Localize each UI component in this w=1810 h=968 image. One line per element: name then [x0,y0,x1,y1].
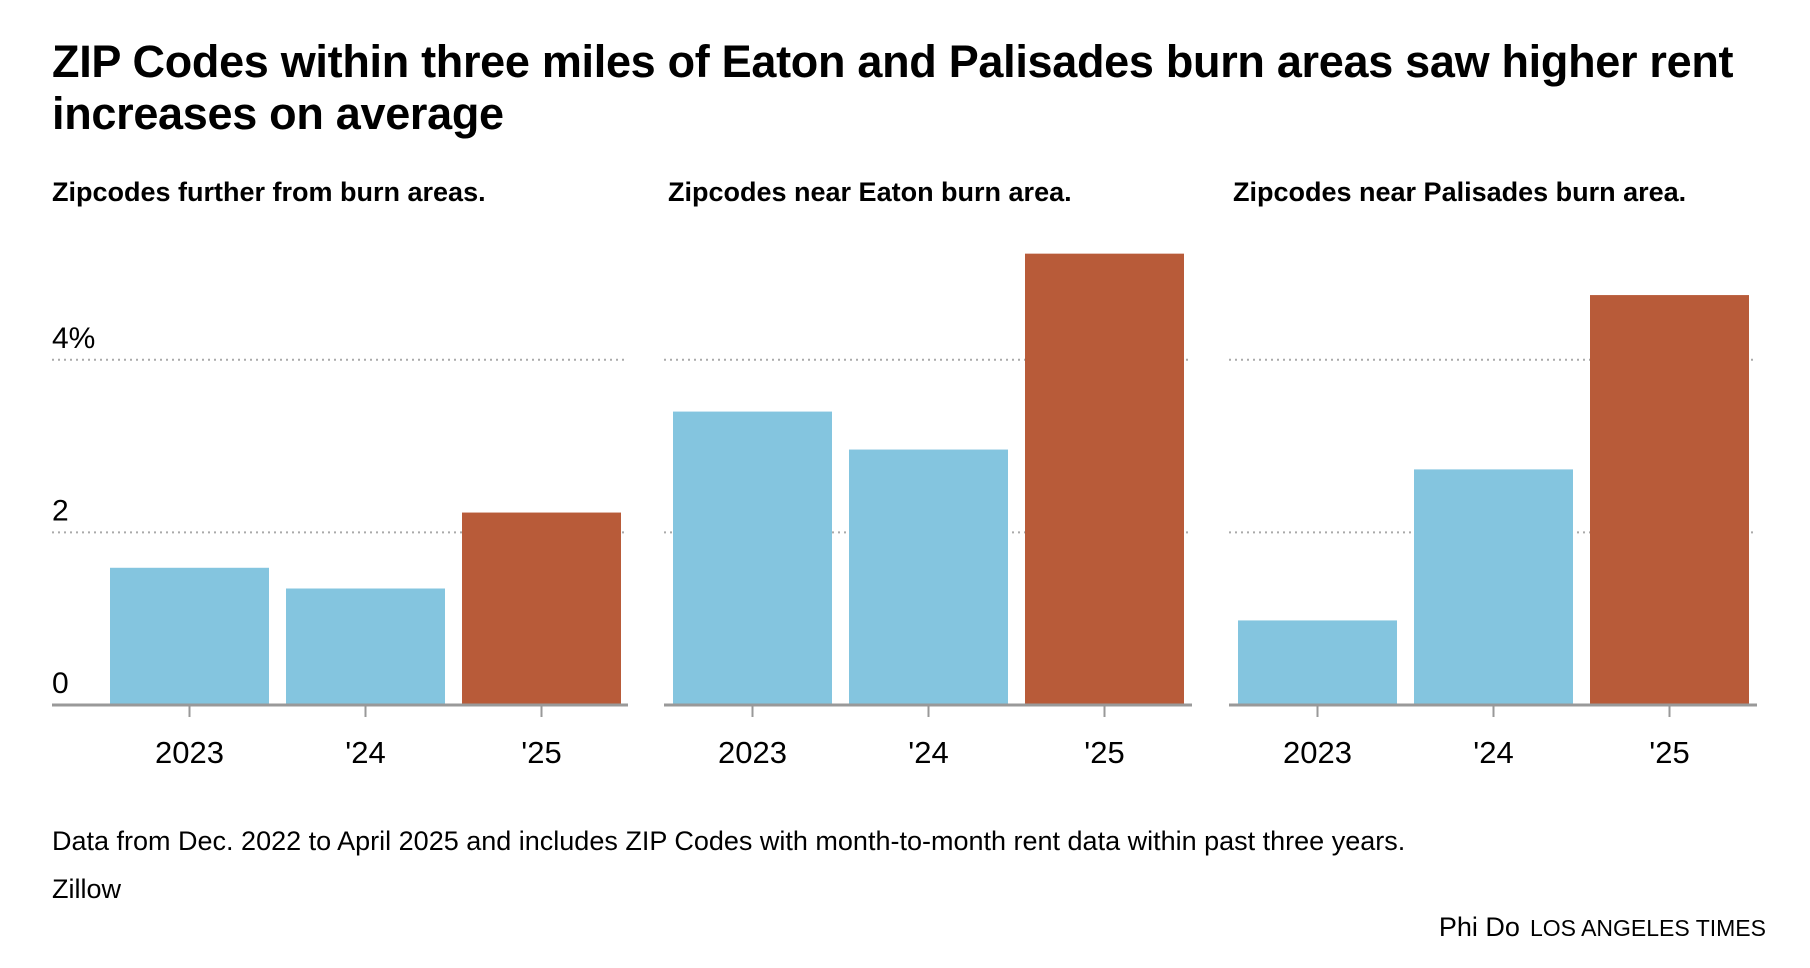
y-tick-label: 4% [52,322,95,355]
y-tick-label: 0 [52,667,69,700]
footnote: Data from Dec. 2022 to April 2025 and in… [52,826,1406,856]
x-tick-label: 2023 [155,735,224,770]
author: Phi Do [1438,912,1520,942]
bar-24 [849,449,1008,705]
source: Zillow [52,874,122,904]
bar-2023 [1238,620,1397,705]
bar-25 [462,512,621,705]
chart-title: ZIP Codes within three miles of Eaton an… [52,36,1734,139]
x-tick-label: 2023 [718,735,787,770]
bar-25 [1025,253,1184,705]
x-tick-label: '24 [908,735,948,770]
panel-title-palisades: Zipcodes near Palisades burn area. [1233,177,1687,207]
panel-title-eaton: Zipcodes near Eaton burn area. [668,177,1072,207]
bar-24 [286,588,445,705]
bar-25 [1590,295,1749,705]
x-tick-label: '24 [345,735,385,770]
y-tick-label: 2 [52,494,69,527]
publisher-logo: LOS ANGELES TIMES [1529,915,1766,941]
x-tick-label: '25 [1084,735,1124,770]
x-tick-label: '24 [1473,735,1513,770]
x-tick-label: '25 [521,735,561,770]
bar-2023 [673,411,832,705]
bar-2023 [110,567,269,705]
x-tick-label: '25 [1649,735,1689,770]
bar-24 [1414,469,1573,705]
credit: Phi Do LOS ANGELES TIMES [1439,912,1766,943]
panel-title-further: Zipcodes further from burn areas. [52,177,486,207]
x-tick-label: 2023 [1283,735,1352,770]
